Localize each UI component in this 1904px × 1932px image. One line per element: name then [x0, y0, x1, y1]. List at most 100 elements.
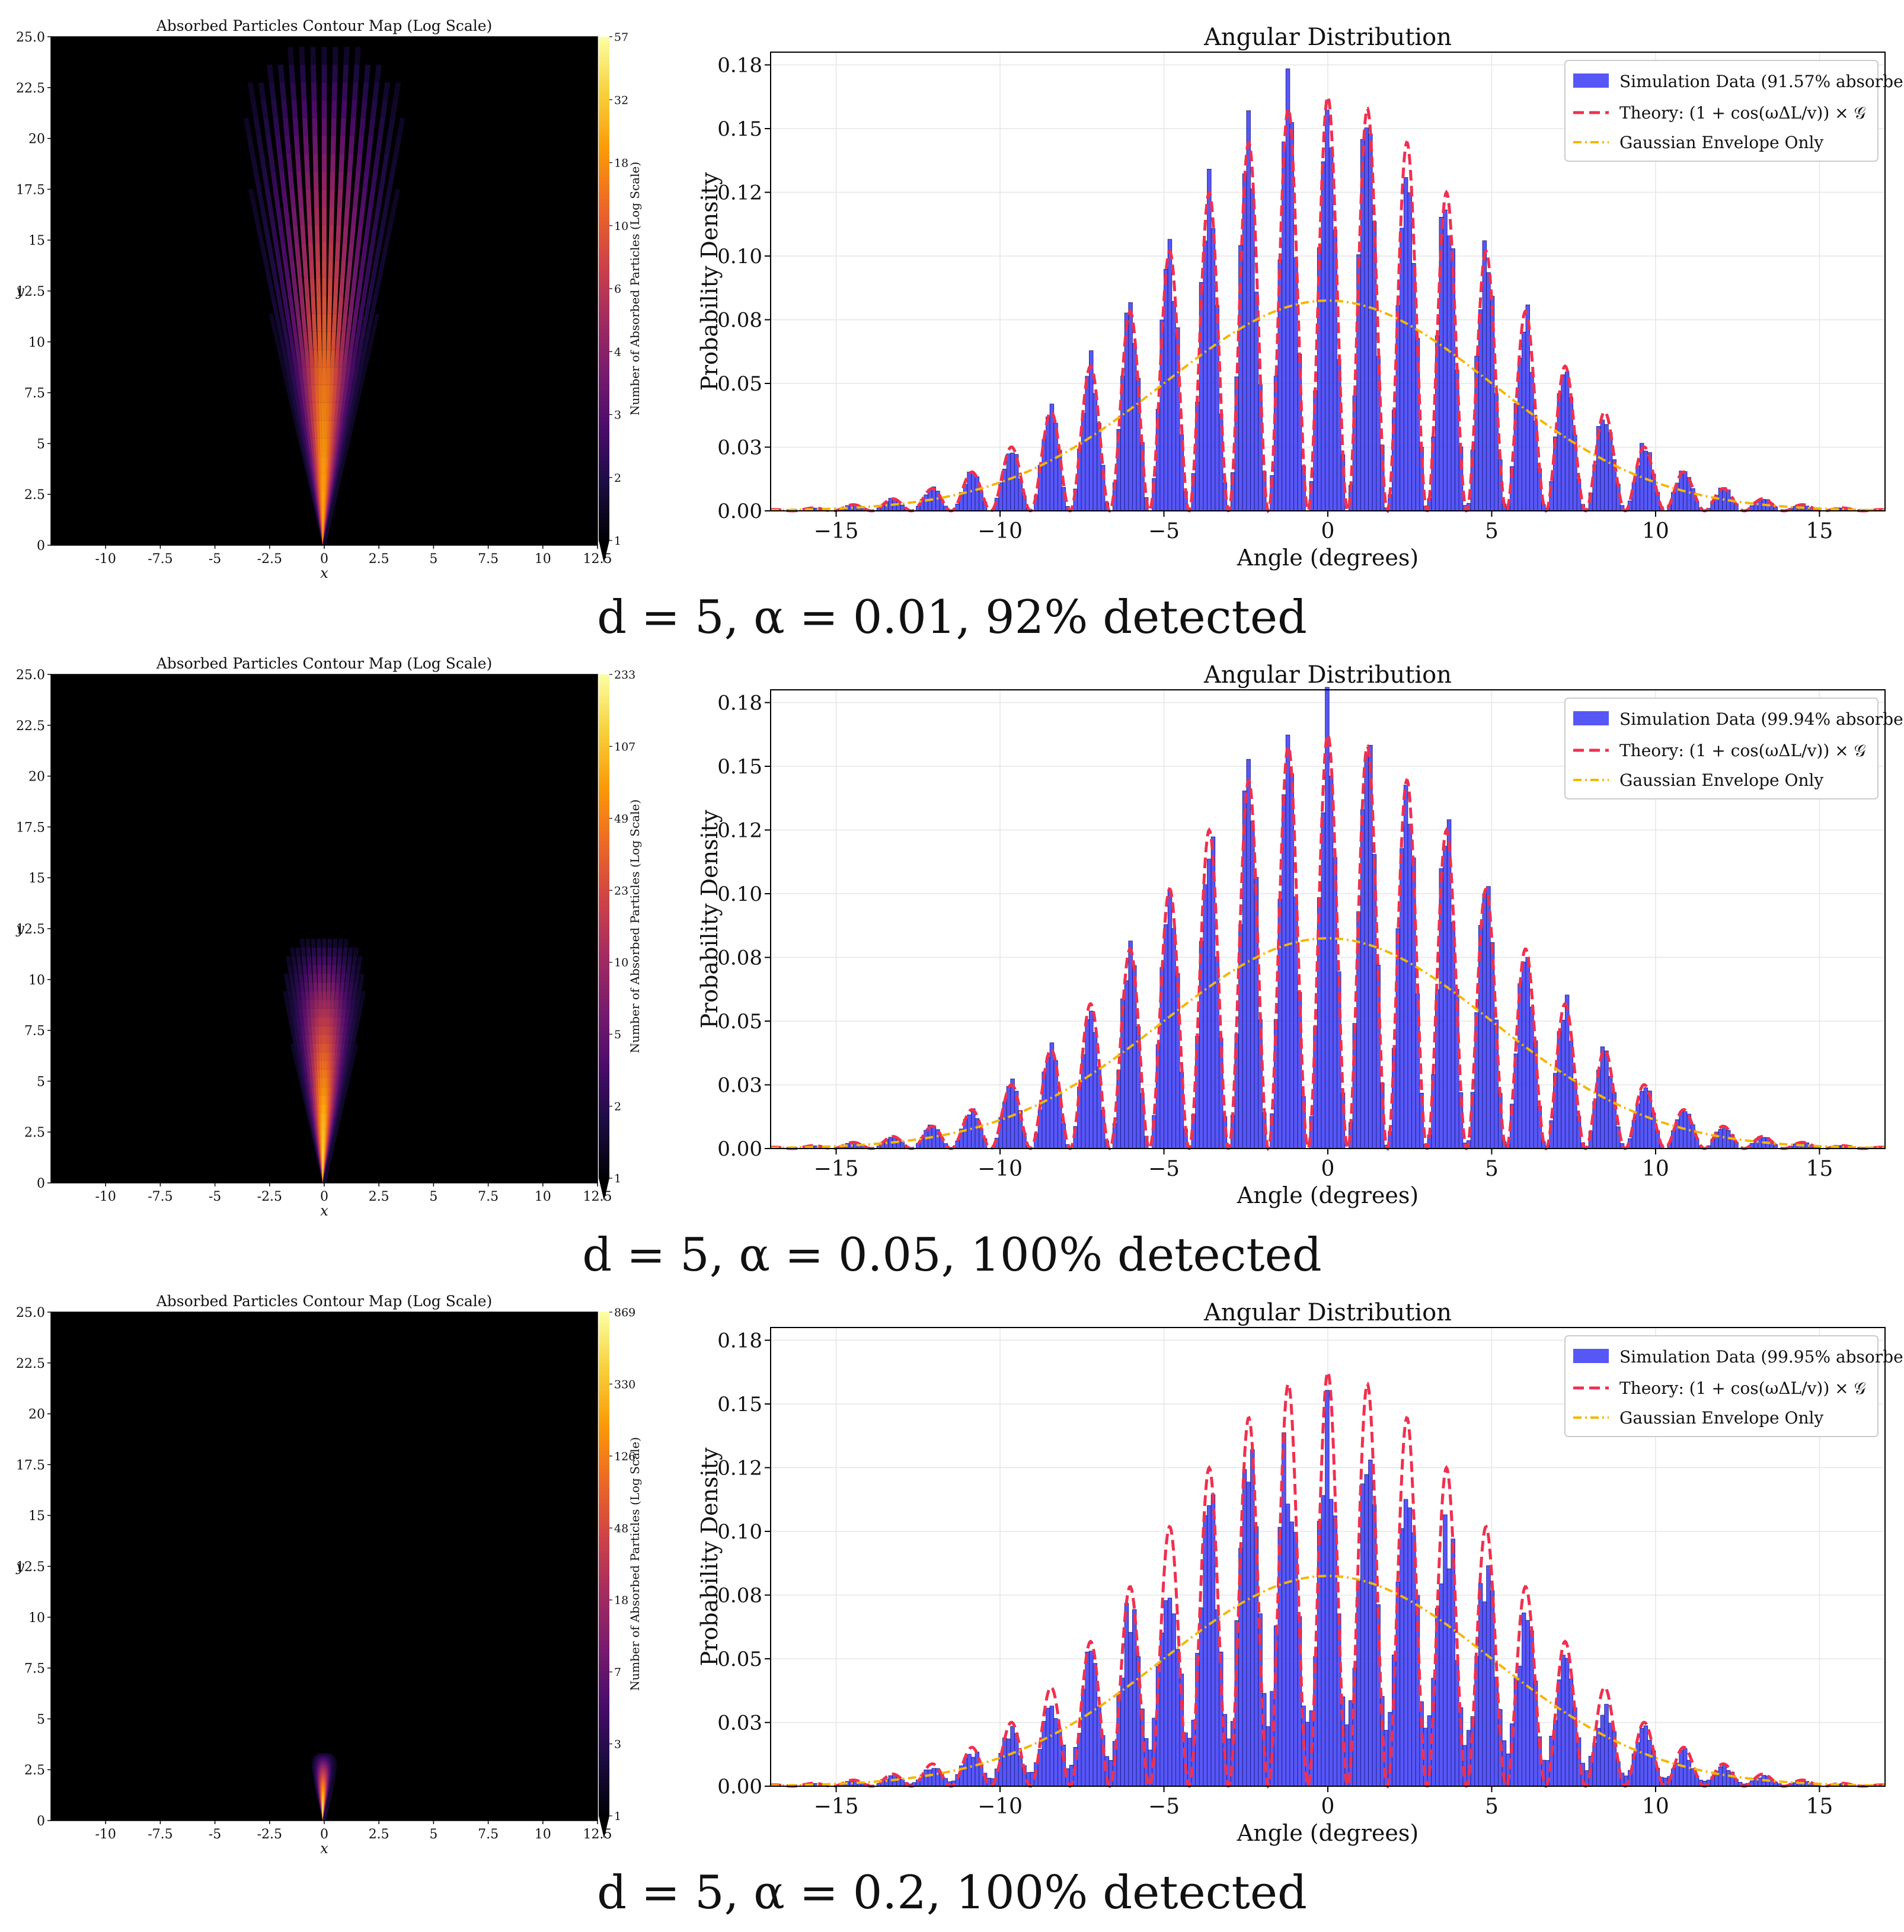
fringe-segment [260, 206, 268, 226]
histogram-bar [967, 1114, 972, 1149]
fringe-segment [291, 990, 297, 1000]
histogram-bar [1226, 1738, 1231, 1787]
contour-y-tick-label: 2.5 [24, 1763, 45, 1778]
histogram-y-tick-label: 0.12 [717, 1457, 762, 1480]
histogram-bar [1486, 272, 1491, 511]
fringe-segment [341, 242, 347, 261]
fringe-segment [256, 188, 265, 208]
histogram-bar [1207, 168, 1212, 511]
fringe-segment [328, 1147, 334, 1157]
fringe-segment [337, 367, 343, 386]
fringe-segment [317, 1060, 321, 1070]
fringe-segment [336, 1078, 341, 1087]
histogram-bar [1364, 1474, 1369, 1787]
fringe-segment [315, 385, 320, 403]
fringe-segment [390, 153, 399, 172]
histogram-x-tick-label: 10 [1642, 1157, 1669, 1181]
histogram-y-tick-label: 0.05 [717, 1648, 762, 1671]
histogram-bar [1395, 928, 1401, 1149]
fringe-segment [352, 82, 359, 101]
fringe-segment [337, 956, 342, 965]
fringe-segment [304, 278, 310, 296]
fringe-segment [370, 100, 378, 119]
fringe-segment [298, 1077, 304, 1087]
fringe-segment [363, 224, 370, 244]
histogram-x-tick-label: 15 [1806, 1157, 1833, 1181]
fringe-segment [285, 982, 292, 992]
colorbar-tick-label: 1 [614, 1172, 621, 1185]
histogram-y-tick-label: 0.12 [717, 181, 762, 205]
fringe-segment [355, 367, 363, 386]
fringe-segment [252, 206, 261, 226]
fringe-segment [309, 402, 315, 421]
fringe-segment [299, 982, 305, 991]
fringe-segment [333, 1017, 338, 1026]
fringe-segment [334, 1086, 340, 1096]
fringe-segment [341, 82, 348, 101]
fringe-segment [352, 367, 359, 386]
histogram-bar [1486, 1565, 1491, 1787]
fringe-segment [354, 349, 362, 368]
fringe-segment [291, 100, 298, 119]
histogram-bar [1210, 1494, 1216, 1787]
fringe-segment [324, 1165, 330, 1175]
histogram-bar [1749, 1143, 1755, 1149]
fringe-segment [280, 242, 287, 261]
fringe-segment [314, 225, 320, 243]
histogram-bar [975, 1751, 980, 1787]
fringe-segment [327, 1069, 331, 1079]
fringe-segment [333, 1078, 338, 1087]
fringe-segment [343, 1060, 349, 1070]
fringe-segment [312, 1069, 317, 1079]
fringe-segment [290, 349, 298, 368]
fringe-segment [304, 1051, 309, 1061]
fringe-segment [326, 349, 331, 367]
histogram-bar [971, 1757, 976, 1787]
fringe-segment [330, 1095, 334, 1105]
fringe-segment [344, 1034, 350, 1044]
fringe-segment [336, 1052, 341, 1061]
fringe-segment [338, 1095, 344, 1105]
fringe-segment [299, 420, 307, 439]
fringe-segment [317, 1069, 322, 1079]
fringe-segment [353, 947, 359, 957]
colorbar-tick-label: 5 [614, 1028, 621, 1041]
fringe-segment [270, 295, 279, 315]
fringe-segment [344, 189, 351, 207]
fringe-segment [359, 348, 367, 368]
histogram-bar [1435, 1608, 1440, 1787]
histogram-y-tick-label: 0.08 [717, 309, 762, 332]
fringe-segment [351, 1034, 357, 1044]
histogram-bar [1246, 110, 1251, 511]
fringe-segment [295, 947, 301, 957]
fringe-segment [384, 224, 393, 244]
fringe-segment [341, 1008, 346, 1018]
fringe-segment [301, 1077, 306, 1087]
fringe-segment [344, 1077, 350, 1087]
fringe-segment [308, 1025, 313, 1035]
fringe-segment [304, 1069, 309, 1079]
histogram-bar [1411, 858, 1416, 1149]
fringe-segment [278, 331, 286, 350]
fringe-segment [338, 438, 346, 457]
fringe-segment [358, 260, 366, 279]
colorbar-tick-label: 869 [614, 1306, 635, 1319]
fringe-segment [359, 366, 368, 386]
colorbar-tick-label: 330 [614, 1378, 635, 1391]
histogram-bar [1207, 859, 1212, 1149]
histogram-bar [1175, 327, 1180, 511]
fringe-segment [330, 1008, 334, 1018]
fringe-segment [307, 1017, 312, 1026]
colorbar-extend-arrow [599, 540, 609, 563]
histogram-bar [1360, 1483, 1365, 1787]
colorbar-tick-label: 3 [614, 1738, 621, 1751]
fringe-segment [334, 1043, 339, 1053]
fringe-segment [342, 1077, 348, 1087]
histogram-bar [1635, 1103, 1640, 1149]
fringe-segment [352, 189, 359, 207]
contour-plot-area [51, 1312, 598, 1821]
histogram-bar [1411, 1532, 1416, 1787]
fringe-segment [355, 384, 363, 404]
fringe-segment [282, 990, 289, 1000]
fringe-segment [329, 1069, 334, 1079]
